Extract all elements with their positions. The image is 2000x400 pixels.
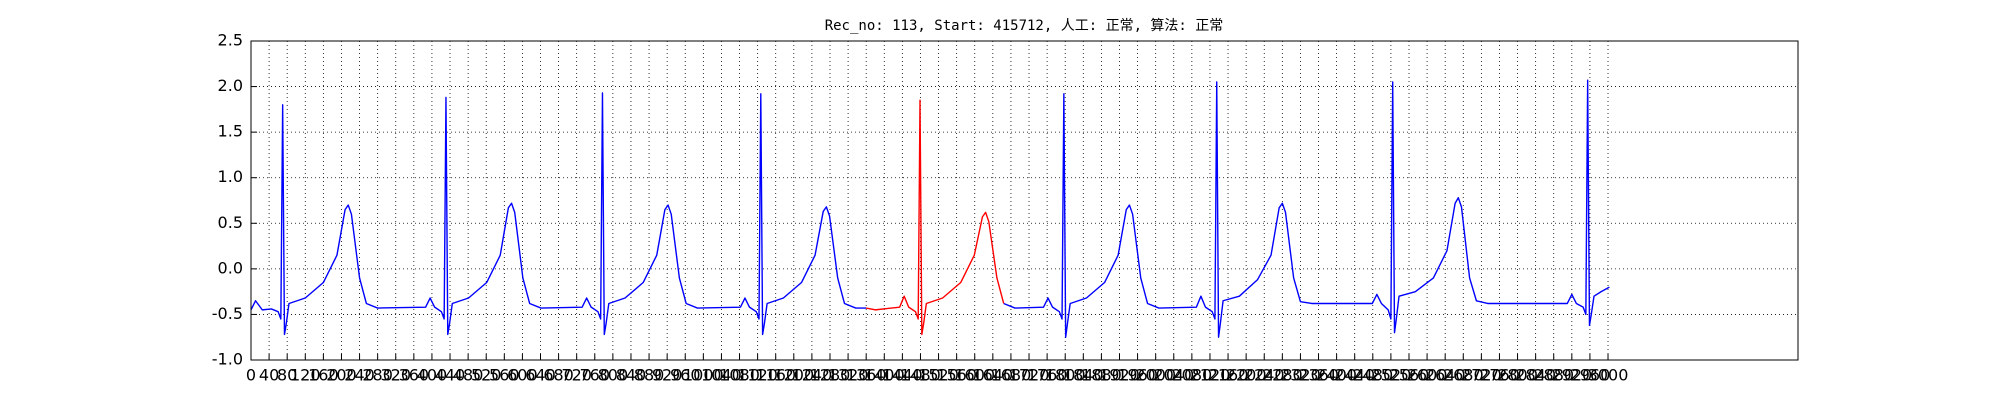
x-tick-label: 400	[417, 366, 448, 385]
x-tick-label: 920	[652, 366, 683, 385]
x-tick-label: 1240	[792, 366, 833, 385]
x-tick-label: 2280	[1262, 366, 1303, 385]
y-tick-label: 0.5	[218, 213, 243, 232]
x-tick-label: 2320	[1280, 366, 1321, 385]
x-tick-label: 1080	[719, 366, 760, 385]
x-tick-label: 1640	[972, 366, 1013, 385]
y-tick-label: 2.0	[218, 76, 243, 95]
x-tick-label: 760	[580, 366, 611, 385]
x-tick-label: 240	[344, 366, 375, 385]
x-tick-label: 2520	[1371, 366, 1412, 385]
x-tick-label: 720	[561, 366, 592, 385]
x-tick-label: 2200	[1226, 366, 1267, 385]
x-tick-label: 1880	[1081, 366, 1122, 385]
x-tick-label: 2960	[1570, 366, 1611, 385]
x-tick-label: 1000	[683, 366, 724, 385]
x-tick-label: 3000	[1588, 366, 1629, 385]
x-tick-label: 40	[259, 366, 279, 385]
x-tick-label: 2720	[1461, 366, 1502, 385]
x-tick-label: 1960	[1117, 366, 1158, 385]
x-tick-label: 2080	[1172, 366, 1213, 385]
axes-frame	[250, 40, 1799, 361]
x-tick-label: 1720	[1009, 366, 1050, 385]
y-tick-label: 1.5	[218, 122, 243, 141]
x-tick-label: 2400	[1316, 366, 1357, 385]
x-tick-label: 2880	[1533, 366, 1574, 385]
x-tick-label: 2440	[1334, 366, 1375, 385]
x-tick-label: 1520	[918, 366, 959, 385]
x-tick-label: 960	[670, 366, 701, 385]
x-tick-label: 2560	[1389, 366, 1430, 385]
x-tick-label: 2480	[1352, 366, 1393, 385]
x-tick-label: 1560	[936, 366, 977, 385]
x-tick-label: 1920	[1099, 366, 1140, 385]
x-tick-label: 160	[308, 366, 339, 385]
x-tick-label: 1200	[773, 366, 814, 385]
x-tick-label: 1360	[846, 366, 887, 385]
x-tick-label: 1480	[900, 366, 941, 385]
tick-labels: -1.0-0.50.00.51.01.52.02.50 4080120160200…	[212, 31, 1629, 385]
x-tick-label: 1840	[1063, 366, 1104, 385]
x-tick-label: 1320	[828, 366, 869, 385]
x-tick-label: 840	[616, 366, 647, 385]
x-tick-label: 280	[362, 366, 393, 385]
x-tick-label: 0	[246, 366, 256, 385]
plot	[250, 79, 1610, 338]
x-tick-label: 2760	[1479, 366, 1520, 385]
x-tick-label: 640	[525, 366, 556, 385]
ecg-line	[1003, 79, 1610, 338]
x-tick-label: 440	[435, 366, 466, 385]
x-tick-label: 80	[277, 366, 297, 385]
x-tick-label: 1040	[701, 366, 742, 385]
x-tick-label: 120	[290, 366, 321, 385]
x-tick-label: 600	[507, 366, 538, 385]
x-tick-label: 2640	[1425, 366, 1466, 385]
y-tick-label: 2.5	[218, 31, 243, 50]
x-tick-label: 2360	[1298, 366, 1339, 385]
y-tick-label: -0.5	[212, 304, 243, 323]
x-tick-label: 2040	[1153, 366, 1194, 385]
x-tick-label: 2000	[1135, 366, 1176, 385]
x-tick-label: 1120	[737, 366, 778, 385]
x-tick-label: 320	[380, 366, 411, 385]
x-tick-label: 2800	[1497, 366, 1538, 385]
x-tick-label: 1440	[882, 366, 923, 385]
ecg-line	[866, 99, 1005, 336]
x-tick-label: 1400	[864, 366, 905, 385]
grid	[250, 40, 1798, 361]
x-tick-label: 2160	[1208, 366, 1249, 385]
x-tick-label: 200	[326, 366, 357, 385]
x-tick-label: 680	[543, 366, 574, 385]
x-tick-label: 2240	[1244, 366, 1285, 385]
x-tick-label: 560	[489, 366, 520, 385]
x-tick-label: 1160	[755, 366, 796, 385]
x-tick-label: 800	[598, 366, 629, 385]
y-tick-label: 1.0	[218, 167, 243, 186]
x-tick-label: 1600	[954, 366, 995, 385]
x-tick-label: 2120	[1190, 366, 1231, 385]
x-tick-label: 880	[634, 366, 665, 385]
x-tick-label: 360	[399, 366, 430, 385]
y-tick-label: -1.0	[212, 350, 243, 369]
chart-title: Rec_no: 113, Start: 415712, 人工: 正常, 算法: …	[825, 18, 1224, 34]
x-tick-label: 1800	[1045, 366, 1086, 385]
x-tick-label: 2600	[1407, 366, 1448, 385]
x-tick-label: 1680	[991, 366, 1032, 385]
ecg-line	[250, 92, 867, 336]
x-tick-label: 2680	[1443, 366, 1484, 385]
x-tick-label: 2840	[1515, 366, 1556, 385]
x-tick-label: 1280	[810, 366, 851, 385]
x-tick-label: 480	[453, 366, 484, 385]
y-tick-label: 0.0	[218, 258, 243, 277]
x-tick-label: 520	[471, 366, 502, 385]
x-tick-label: 2920	[1551, 366, 1592, 385]
x-tick-label: 1760	[1027, 366, 1068, 385]
